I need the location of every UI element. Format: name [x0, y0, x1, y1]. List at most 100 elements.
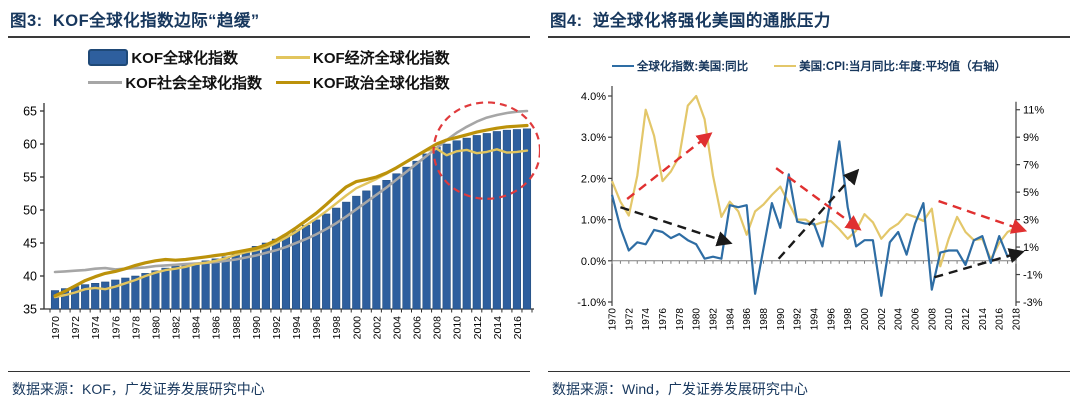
panel-fig4: 图4: 逆全球化将强化美国的通胀压力 全球化指数:美国:同比 美国:CPI:当月同…: [540, 0, 1080, 409]
fig3-source-rule: [8, 371, 530, 372]
svg-text:1996: 1996: [311, 316, 323, 340]
svg-text:1994: 1994: [291, 316, 303, 340]
svg-text:2000: 2000: [860, 308, 871, 331]
svg-text:40: 40: [23, 270, 37, 284]
fig3-legend-item-0: KOF全球化指数: [88, 47, 262, 68]
svg-text:50: 50: [23, 204, 37, 218]
fig3-source: 数据来源：KOF，广发证券发展研究中心: [12, 381, 265, 397]
svg-text:5%: 5%: [1023, 187, 1039, 199]
svg-text:2008: 2008: [927, 308, 938, 331]
kof-chart-svg: 35 40 45 50 55 60 65 1970 1972 1974 1976 1978 1980 19…: [23, 101, 542, 340]
svg-text:2012: 2012: [472, 316, 484, 340]
svg-text:2012: 2012: [961, 308, 972, 331]
svg-text:1986: 1986: [742, 308, 753, 331]
svg-text:1990: 1990: [776, 308, 787, 331]
svg-text:1990: 1990: [251, 316, 263, 340]
svg-text:2010: 2010: [944, 308, 955, 331]
fig4-legend-item-1: 美国:CPI:当月同比:年度:平均值（右轴）: [774, 58, 1006, 74]
svg-text:2008: 2008: [432, 316, 444, 340]
svg-text:65: 65: [23, 105, 37, 119]
svg-text:1972: 1972: [624, 308, 635, 331]
svg-text:1984: 1984: [725, 308, 736, 331]
svg-text:1992: 1992: [271, 316, 283, 340]
svg-text:2.0%: 2.0%: [581, 173, 606, 185]
svg-text:55: 55: [23, 171, 37, 185]
fig3-chart: 35 40 45 50 55 60 65 1970 1972 1974 1976 1978 1980 19…: [8, 95, 542, 360]
svg-text:2014: 2014: [978, 308, 989, 331]
svg-text:2016: 2016: [995, 308, 1006, 331]
fig4-legend-label: 全球化指数:美国:同比: [636, 61, 749, 73]
svg-text:3.0%: 3.0%: [581, 132, 606, 144]
svg-text:1.0%: 1.0%: [581, 215, 606, 227]
svg-text:1998: 1998: [843, 308, 854, 331]
svg-text:4.0%: 4.0%: [581, 91, 606, 103]
svg-text:1992: 1992: [793, 308, 804, 331]
svg-text:1972: 1972: [70, 316, 82, 340]
kof-line-swatch-icon: [276, 55, 310, 60]
fig4-legend-item-0: 全球化指数:美国:同比: [611, 58, 749, 74]
svg-text:1976: 1976: [658, 308, 669, 331]
line-swatch-icon: [774, 64, 797, 68]
svg-text:60: 60: [23, 138, 37, 152]
svg-text:2000: 2000: [351, 316, 363, 340]
fig4-legend: 全球化指数:美国:同比 美国:CPI:当月同比:年度:平均值（右轴）: [548, 58, 1070, 74]
svg-text:1978: 1978: [130, 316, 142, 340]
fig3-legend-label: KOF政治全球化指数: [313, 75, 450, 92]
svg-text:1994: 1994: [810, 308, 821, 331]
svg-text:1996: 1996: [826, 308, 837, 331]
svg-text:1984: 1984: [191, 316, 203, 340]
us-chart-svg: 4.0% 3.0% 2.0% 1.0% 0.0% -1.0% 11% 9% 7% 5% 3% 1% -1…: [577, 86, 1044, 331]
svg-text:1%: 1%: [1023, 242, 1039, 254]
fig3-legend: KOF全球化指数 KOF经济全球化指数 KOF社会全球化指数 KOF政治全球化指数: [88, 47, 450, 93]
svg-text:9%: 9%: [1023, 132, 1039, 144]
fig4-chart: 4.0% 3.0% 2.0% 1.0% 0.0% -1.0% 11% 9% 7% 5% 3% 1% -1…: [548, 76, 1070, 345]
fig3-legend-label: KOF经济全球化指数: [313, 50, 450, 67]
fig4-title: 图4: 逆全球化将强化美国的通胀压力: [550, 12, 831, 30]
fig3-title: 图3: KOF全球化指数边际“趋缓”: [10, 12, 260, 30]
svg-text:-1%: -1%: [1023, 270, 1043, 282]
svg-text:0.0%: 0.0%: [581, 256, 606, 268]
fig3-legend-label: KOF全球化指数: [131, 50, 238, 67]
svg-text:1986: 1986: [211, 316, 223, 340]
svg-text:2014: 2014: [492, 316, 504, 340]
svg-text:2010: 2010: [452, 316, 464, 340]
fig4-source-rule: [548, 371, 1070, 372]
svg-text:1974: 1974: [641, 308, 652, 331]
svg-text:1970: 1970: [50, 316, 62, 340]
svg-text:7%: 7%: [1023, 160, 1039, 172]
svg-text:-1.0%: -1.0%: [577, 297, 606, 309]
fig3-legend-item-3: KOF政治全球化指数: [276, 72, 450, 93]
svg-text:35: 35: [23, 303, 37, 317]
fig4-legend-label: 美国:CPI:当月同比:年度:平均值（右轴）: [799, 61, 1007, 73]
fig4-title-rule: [548, 36, 1070, 38]
fig3-footer: 数据来源：KOF，广发证券发展研究中心: [8, 371, 530, 409]
svg-text:1974: 1974: [90, 316, 102, 340]
svg-text:1970: 1970: [608, 308, 619, 331]
svg-text:1998: 1998: [331, 316, 343, 340]
svg-text:3%: 3%: [1023, 215, 1039, 227]
kof-line-swatch-icon: [276, 80, 310, 85]
svg-text:1982: 1982: [171, 316, 183, 340]
svg-text:1978: 1978: [675, 308, 686, 331]
fig4-source: 数据来源：Wind，广发证券发展研究中心: [552, 381, 808, 397]
fig3-title-rule: [8, 36, 530, 38]
svg-text:2018: 2018: [1012, 308, 1023, 331]
svg-text:1982: 1982: [709, 308, 720, 331]
svg-text:1980: 1980: [150, 316, 162, 340]
fig3-legend-item-1: KOF经济全球化指数: [276, 47, 450, 68]
svg-text:1976: 1976: [110, 316, 122, 340]
fig3-legend-label: KOF社会全球化指数: [125, 75, 262, 92]
line-swatch-icon: [611, 64, 634, 68]
kof-bar-swatch-icon: [88, 49, 129, 66]
svg-text:2002: 2002: [877, 308, 888, 331]
svg-text:2006: 2006: [412, 316, 424, 340]
svg-text:2016: 2016: [512, 316, 524, 340]
svg-text:-3%: -3%: [1023, 297, 1043, 309]
svg-text:2002: 2002: [371, 316, 383, 340]
fig4-footer: 数据来源：Wind，广发证券发展研究中心: [548, 371, 1070, 409]
svg-text:45: 45: [23, 237, 37, 251]
svg-text:1988: 1988: [231, 316, 243, 340]
svg-text:2006: 2006: [911, 308, 922, 331]
fig3-legend-item-2: KOF社会全球化指数: [88, 72, 262, 93]
